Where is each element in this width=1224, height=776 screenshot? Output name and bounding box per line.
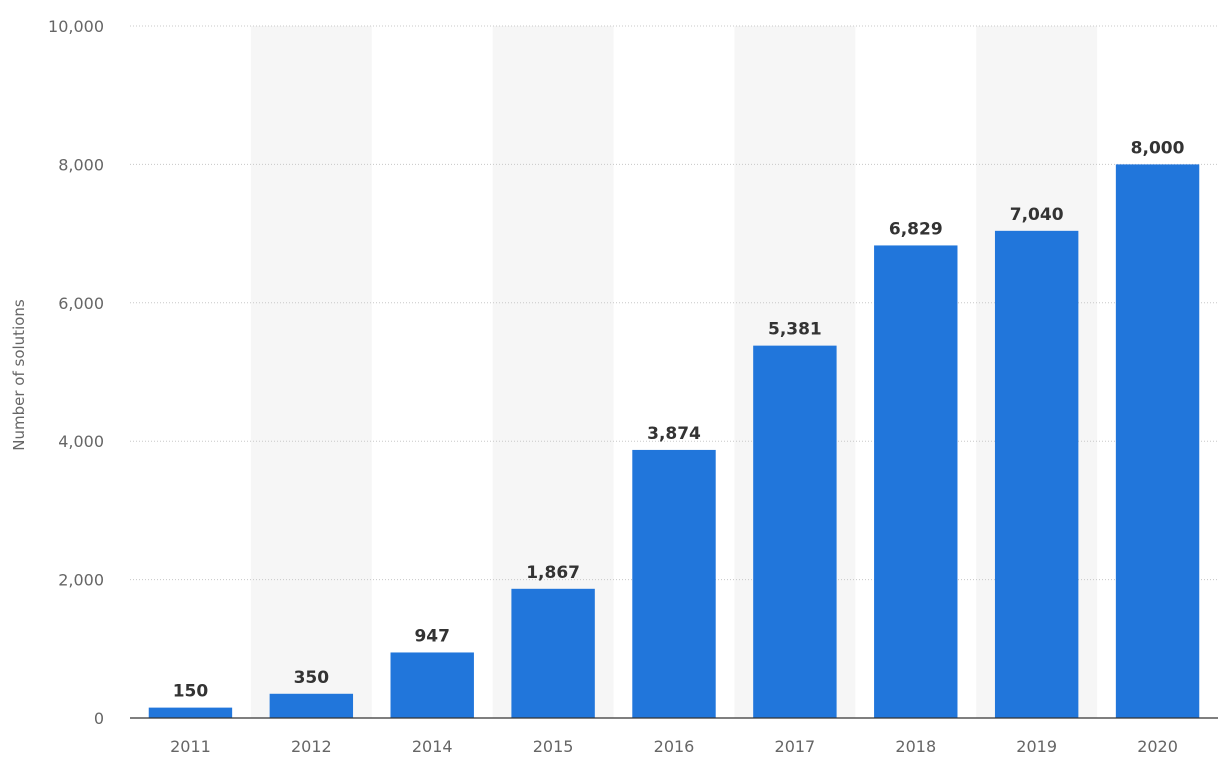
bar-value-label: 947 xyxy=(414,626,450,646)
y-tick-label: 8,000 xyxy=(58,155,104,174)
y-axis-title: Number of solutions xyxy=(10,299,28,451)
x-tick-label: 2011 xyxy=(170,737,211,756)
bar-value-label: 150 xyxy=(173,682,209,702)
x-tick-label: 2020 xyxy=(1137,737,1178,756)
bar xyxy=(1115,164,1200,718)
x-axis-tick-labels: 2011 2012 2014 2015 2016 2017 2018 2019 2020 xyxy=(170,737,1178,756)
bar-value-label: 5,381 xyxy=(768,320,822,340)
bar-value-label: 1,867 xyxy=(526,563,580,583)
bar xyxy=(874,245,958,718)
y-tick-label: 10,000 xyxy=(48,17,104,36)
bar xyxy=(269,693,354,718)
bar-value-label: 350 xyxy=(294,668,330,688)
bar xyxy=(148,707,233,718)
y-tick-label: 2,000 xyxy=(58,571,104,590)
y-axis-tick-labels: 0 2,000 4,000 6,000 8,000 10,000 xyxy=(48,17,104,728)
x-tick-label: 2018 xyxy=(895,737,936,756)
bar-value-label: 3,874 xyxy=(647,424,701,444)
x-tick-label: 2015 xyxy=(533,737,574,756)
x-tick-label: 2019 xyxy=(1016,737,1057,756)
y-tick-label: 0 xyxy=(94,709,104,728)
bar xyxy=(632,449,716,718)
bar xyxy=(511,588,595,718)
bar xyxy=(994,230,1079,718)
bar xyxy=(753,345,837,718)
y-tick-label: 6,000 xyxy=(58,294,104,313)
bar-value-label: 7,040 xyxy=(1010,205,1064,225)
x-tick-label: 2016 xyxy=(654,737,695,756)
x-tick-label: 2014 xyxy=(412,737,453,756)
x-tick-label: 2017 xyxy=(775,737,816,756)
bars xyxy=(148,164,1200,718)
bar-value-labels: 150 350 947 1,867 3,874 5,381 6,829 7,040 8,000 xyxy=(173,138,1185,701)
column-band xyxy=(250,26,372,718)
y-tick-label: 4,000 xyxy=(58,432,104,451)
bar xyxy=(390,652,474,718)
bar-value-label: 8,000 xyxy=(1131,138,1185,158)
bar-value-label: 6,829 xyxy=(889,219,943,239)
x-tick-label: 2012 xyxy=(291,737,332,756)
